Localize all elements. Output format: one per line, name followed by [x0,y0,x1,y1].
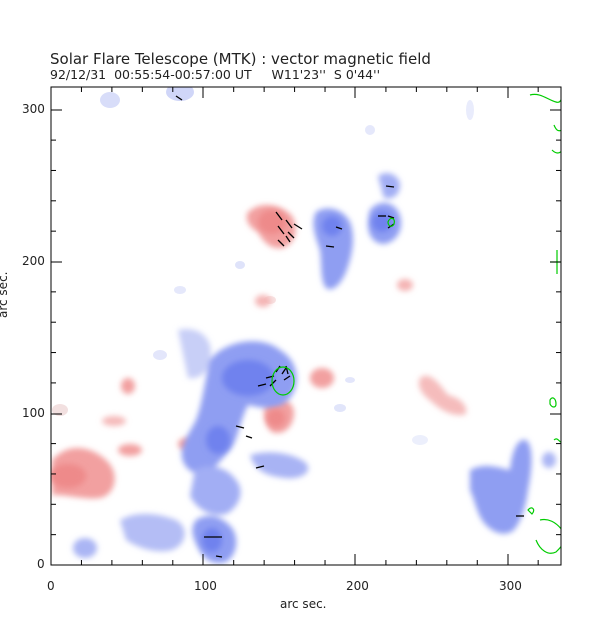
minor-ticks [51,87,561,565]
plot-frame [50,86,562,566]
magnetogram-image [51,87,561,564]
plot-subtitle: 92/12/31 00:55:54-00:57:00 UT W11'23'' S… [50,67,381,82]
strong-field-cores [202,212,392,552]
y-tick-label: 200 [22,254,45,268]
y-tick-label: 100 [22,406,45,420]
x-axis-label: arc sec. [280,597,327,611]
y-tick-label: 0 [37,557,45,571]
x-tick-label: 300 [499,579,522,593]
x-tick-label: 200 [346,579,369,593]
plot-title: Solar Flare Telescope (MTK) : vector mag… [50,50,431,68]
contour-lines [271,93,561,554]
negative-field-regions [73,173,556,564]
y-axis-label: arc sec. [0,271,10,318]
x-tick-label: 0 [47,579,55,593]
y-tick-label: 300 [22,102,45,116]
x-tick-label: 100 [194,579,217,593]
axis-ticks [50,87,561,566]
